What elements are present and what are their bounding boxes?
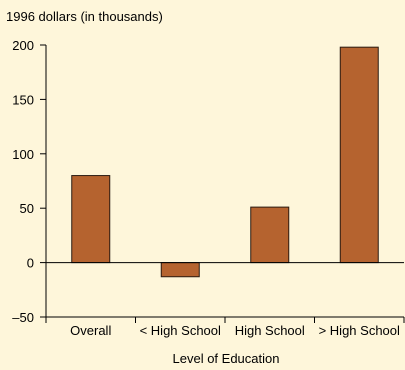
y-axis-title: 1996 dollars (in thousands)	[6, 9, 163, 24]
y-tick-label: 50	[20, 201, 34, 216]
x-tick-label: > High School	[319, 323, 400, 338]
y-axis-ticks: 200 150 100 50 0 –50	[12, 38, 46, 325]
bar-3	[340, 47, 378, 262]
bar-1	[161, 263, 199, 277]
bars	[72, 47, 379, 277]
bar-0	[72, 176, 110, 263]
y-tick-label: –50	[12, 310, 34, 325]
x-axis-title: Level of Education	[173, 351, 280, 366]
bar-2	[251, 207, 289, 262]
y-tick-label: 200	[12, 38, 34, 53]
x-tick-label: High School	[235, 323, 305, 338]
y-tick-label: 100	[12, 147, 34, 162]
x-tick-label: Overall	[70, 323, 111, 338]
y-tick-label: 150	[12, 92, 34, 107]
x-tick-label: < High School	[140, 323, 221, 338]
y-tick-label: 0	[27, 256, 34, 271]
x-axis-ticks: Overall < High School High School > High Sc…	[46, 317, 404, 338]
